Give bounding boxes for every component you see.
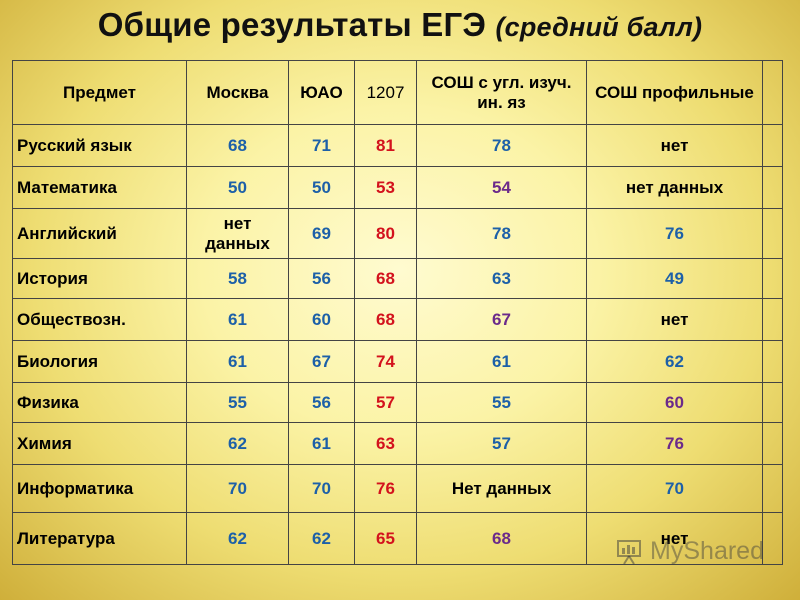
header-1207: 1207 — [354, 60, 417, 125]
watermark: MyShared — [616, 537, 764, 566]
cell-moscow: 55 — [186, 382, 289, 423]
title-subtitle: (средний балл) — [495, 12, 703, 42]
cell-empty — [762, 166, 783, 209]
cell-empty — [762, 258, 783, 299]
cell-subject: Биология — [12, 340, 187, 383]
cell-uao: 69 — [288, 208, 355, 259]
cell-subject: Химия — [12, 422, 187, 465]
cell-uao: 60 — [288, 298, 355, 341]
cell-subject: Литература — [12, 512, 187, 565]
cell-school-languages: 61 — [416, 340, 587, 383]
cell-subject: История — [12, 258, 187, 299]
cell-empty — [762, 340, 783, 383]
table-row: Физика 55 56 57 55 60 — [12, 382, 783, 423]
cell-uao: 62 — [288, 512, 355, 565]
cell-1207: 65 — [354, 512, 417, 565]
cell-subject: Русский язык — [12, 124, 187, 167]
cell-moscow: 61 — [186, 340, 289, 383]
cell-1207: 57 — [354, 382, 417, 423]
watermark-text: MyShared — [650, 537, 764, 565]
table-row: Биология 61 67 74 61 62 — [12, 340, 783, 383]
presentation-icon — [616, 539, 644, 565]
cell-school-profile: нет данных — [586, 166, 763, 209]
cell-empty — [762, 464, 783, 513]
header-moscow: Москва — [186, 60, 289, 125]
table-row: Литература 62 62 65 68 нет — [12, 512, 783, 565]
cell-school-languages: 57 — [416, 422, 587, 465]
cell-moscow: 62 — [186, 512, 289, 565]
cell-subject: Математика — [12, 166, 187, 209]
results-table: Предмет Москва ЮАО 1207 СОШ с угл. изуч.… — [12, 60, 783, 565]
cell-empty — [762, 512, 783, 565]
table-row: Химия 62 61 63 57 76 — [12, 422, 783, 465]
cell-school-profile: 76 — [586, 208, 763, 259]
cell-school-languages: 55 — [416, 382, 587, 423]
table-row: Информатика 70 70 76 Нет данных 70 — [12, 464, 783, 513]
table-row: История 58 56 68 63 49 — [12, 258, 783, 299]
cell-empty — [762, 298, 783, 341]
cell-moscow: 62 — [186, 422, 289, 465]
cell-moscow: 61 — [186, 298, 289, 341]
cell-uao: 70 — [288, 464, 355, 513]
cell-uao: 71 — [288, 124, 355, 167]
cell-empty — [762, 124, 783, 167]
cell-empty — [762, 382, 783, 423]
cell-1207: 68 — [354, 298, 417, 341]
cell-empty — [762, 208, 783, 259]
cell-school-languages: 68 — [416, 512, 587, 565]
cell-moscow: нет данных — [186, 208, 289, 259]
cell-1207: 63 — [354, 422, 417, 465]
cell-1207: 81 — [354, 124, 417, 167]
table-row: Английский нет данных 69 80 78 76 — [12, 208, 783, 259]
header-empty — [762, 60, 783, 125]
cell-school-profile: нет — [586, 298, 763, 341]
cell-school-languages: 67 — [416, 298, 587, 341]
table-row: Математика 50 50 53 54 нет данных — [12, 166, 783, 209]
cell-subject: Обществозн. — [12, 298, 187, 341]
cell-school-languages: 54 — [416, 166, 587, 209]
cell-uao: 67 — [288, 340, 355, 383]
header-school-languages: СОШ с угл. изуч. ин. яз — [416, 60, 587, 125]
cell-school-profile: 49 — [586, 258, 763, 299]
cell-uao: 56 — [288, 382, 355, 423]
cell-moscow: 68 — [186, 124, 289, 167]
cell-school-languages: 63 — [416, 258, 587, 299]
table-row: Русский язык 68 71 81 78 нет — [12, 124, 783, 167]
cell-1207: 74 — [354, 340, 417, 383]
cell-school-languages: Нет данных — [416, 464, 587, 513]
cell-empty — [762, 422, 783, 465]
header-subject: Предмет — [12, 60, 187, 125]
cell-school-profile: 70 — [586, 464, 763, 513]
cell-school-profile: нет — [586, 124, 763, 167]
cell-1207: 53 — [354, 166, 417, 209]
table-row: Обществозн. 61 60 68 67 нет — [12, 298, 783, 341]
cell-school-languages: 78 — [416, 124, 587, 167]
cell-1207: 76 — [354, 464, 417, 513]
cell-uao: 50 — [288, 166, 355, 209]
cell-school-languages: 78 — [416, 208, 587, 259]
title-main: Общие результаты ЕГЭ — [97, 6, 487, 43]
cell-subject: Информатика — [12, 464, 187, 513]
cell-school-profile: 76 — [586, 422, 763, 465]
cell-1207: 68 — [354, 258, 417, 299]
cell-uao: 61 — [288, 422, 355, 465]
cell-moscow: 58 — [186, 258, 289, 299]
header-school-profile: СОШ профильные — [586, 60, 763, 125]
cell-1207: 80 — [354, 208, 417, 259]
cell-subject: Английский — [12, 208, 187, 259]
cell-school-profile: 60 — [586, 382, 763, 423]
cell-moscow: 50 — [186, 166, 289, 209]
cell-moscow: 70 — [186, 464, 289, 513]
header-uao: ЮАО — [288, 60, 355, 125]
cell-subject: Физика — [12, 382, 187, 423]
cell-school-profile: 62 — [586, 340, 763, 383]
table-header-row: Предмет Москва ЮАО 1207 СОШ с угл. изуч.… — [12, 60, 783, 125]
slide-title: Общие результаты ЕГЭ (средний балл) — [0, 6, 800, 44]
cell-uao: 56 — [288, 258, 355, 299]
